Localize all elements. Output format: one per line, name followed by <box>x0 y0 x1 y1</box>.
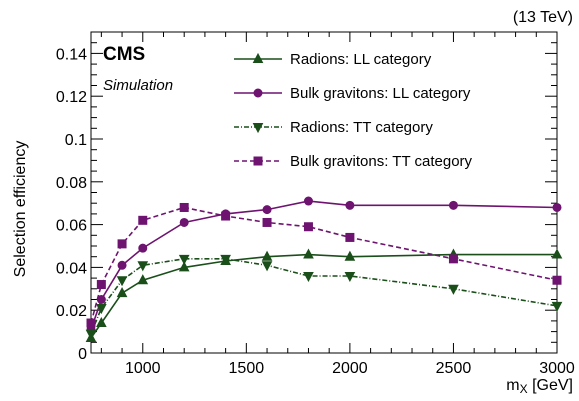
legend-label: Radions: LL category <box>290 51 432 68</box>
data-point <box>344 271 356 283</box>
simulation-label: Simulation <box>103 77 173 94</box>
data-point <box>117 260 127 270</box>
y-tick-label: 0.04 <box>56 260 87 277</box>
data-point <box>551 248 563 259</box>
data-point <box>137 261 149 272</box>
y-tick-label: 0 <box>78 346 87 363</box>
y-tick-label: 0.1 <box>65 132 87 149</box>
x-tick-label: 2500 <box>436 360 472 377</box>
cms-label: CMS <box>103 44 145 65</box>
legend: Radions: LL category Bulk gravitons: LL c… <box>234 51 473 170</box>
data-point <box>86 318 96 328</box>
data-point <box>344 250 356 261</box>
data-point <box>261 261 273 272</box>
legend-entry: Radions: TT category <box>234 119 433 136</box>
legend-marker <box>252 52 264 63</box>
legend-entry: Bulk gravitons: LL category <box>234 85 471 102</box>
data-point <box>116 287 128 298</box>
data-point <box>220 254 231 265</box>
series-layer <box>85 196 563 343</box>
data-point <box>552 275 562 285</box>
data-point <box>303 271 314 283</box>
data-point <box>96 280 106 290</box>
series-4 <box>86 202 562 328</box>
data-point <box>303 248 314 259</box>
data-point <box>179 217 189 227</box>
data-point <box>551 301 563 312</box>
data-point <box>448 284 459 295</box>
x-tick-label: 1000 <box>125 360 161 377</box>
x-axis-title: mX [GeV] <box>506 377 573 396</box>
data-point <box>303 196 313 206</box>
data-point <box>303 222 313 232</box>
legend-entry: Radions: LL category <box>234 51 432 68</box>
data-point <box>552 202 562 212</box>
data-point <box>262 217 272 227</box>
data-point <box>221 211 231 221</box>
y-axis-title: Selection efficiency <box>12 141 29 278</box>
data-point <box>261 250 273 261</box>
legend-marker <box>252 123 264 134</box>
data-point <box>96 304 107 315</box>
data-point <box>138 215 148 225</box>
legend-marker <box>253 156 263 166</box>
y-tick-label: 0.08 <box>56 175 87 192</box>
x-tick-label: 2000 <box>332 360 368 377</box>
axes: 1000 1500 2000 2500 3000 0 0.02 0.04 0.06 0.08 0.1… <box>56 31 575 377</box>
data-point <box>96 316 107 328</box>
legend-marker <box>253 88 263 98</box>
data-point <box>85 329 97 340</box>
data-point <box>262 205 272 215</box>
y-tick-label: 0.06 <box>56 218 87 235</box>
data-point <box>345 200 355 210</box>
data-point <box>137 274 149 285</box>
data-point <box>117 239 127 249</box>
data-point <box>138 243 148 253</box>
data-point <box>178 261 190 272</box>
data-point <box>448 200 458 210</box>
data-point <box>179 202 189 212</box>
series-3 <box>85 254 563 340</box>
legend-label: Radions: TT category <box>290 119 433 136</box>
legend-label: Bulk gravitons: TT category <box>290 153 473 170</box>
legend-entry: Bulk gravitons: TT category <box>234 153 473 170</box>
data-point <box>448 254 458 264</box>
energy-label: (13 TeV) <box>513 9 573 26</box>
y-tick-label: 0.12 <box>56 89 87 106</box>
x-tick-label: 3000 <box>539 360 575 377</box>
data-point <box>116 276 128 287</box>
legend-label: Bulk gravitons: LL category <box>290 85 471 102</box>
y-tick-label: 0.02 <box>56 303 87 320</box>
y-tick-label: 0.14 <box>56 46 87 63</box>
data-point <box>178 254 190 265</box>
data-point <box>345 232 355 242</box>
x-tick-label: 1500 <box>229 360 265 377</box>
